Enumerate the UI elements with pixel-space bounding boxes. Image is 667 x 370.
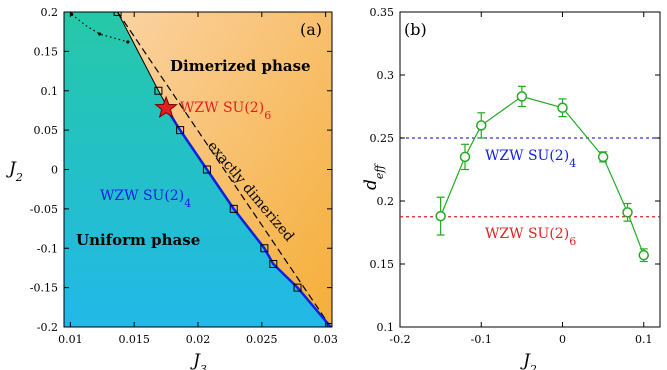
dimerized-phase-label: Dimerized phase [170, 57, 311, 75]
y-tick-label: 0.2 [41, 6, 59, 19]
y-tick-label: -0.15 [30, 282, 58, 295]
y-tick-label: 0.1 [41, 85, 59, 98]
y-tick-label: 0.3 [377, 69, 395, 82]
x-tick-label: 0.025 [246, 333, 278, 346]
d-eff-data-point [476, 120, 487, 131]
transition-point-marker [269, 260, 278, 268]
y-tick-label: -0.1 [37, 242, 58, 255]
exactly-dimerized-line [117, 12, 332, 327]
panel-a-ylabel: J2 [6, 159, 23, 184]
wzw-su2-4-critical-line [165, 107, 332, 327]
transition-point-marker [326, 323, 332, 327]
d-eff-data-point [459, 151, 471, 163]
su2-6-star-marker [154, 95, 178, 119]
y-tick-label: 0.25 [370, 132, 395, 145]
y-tick-label: 0.15 [370, 258, 395, 271]
d-eff-data-point [435, 210, 446, 222]
wzw-su2-4-ref-label: WZW SU(2)4 [485, 148, 576, 170]
wzw-su2-4-label: WZW SU(2)4 [100, 188, 191, 210]
transition-point-marker [293, 283, 302, 292]
y-tick-label: -0.05 [30, 203, 58, 216]
panel-b-frame [399, 11, 661, 328]
panel-a: 0.01 0.015 0.02 0.025 0.03 0.2 0.15 0.1 0.05 0 -0.… [6, 6, 338, 370]
transition-point-marker [154, 86, 163, 95]
panel-a-xlabel: J3 [190, 351, 207, 370]
x-tick-label: 0.02 [186, 333, 211, 346]
d-eff-data-point [557, 102, 568, 114]
transition-point-marker [229, 204, 238, 213]
x-tick-label: 0 [559, 333, 566, 346]
x-tick-label: 0.01 [58, 333, 83, 346]
x-tick-label: 0.015 [118, 333, 150, 346]
transition-point-marker [113, 12, 122, 16]
d-eff-data-point [597, 151, 609, 163]
y-tick-label: -0.2 [37, 321, 58, 334]
dotted-line-point [98, 32, 102, 36]
y-tick-label: 0.2 [377, 195, 395, 208]
y-tick-label: 0.35 [370, 6, 395, 19]
x-tick-label: -0.1 [471, 333, 492, 346]
transition-point-marker [176, 126, 185, 135]
y-tick-label: 0 [51, 164, 58, 177]
d-eff-data-point [638, 249, 649, 261]
panel-a-label: (a) [300, 20, 322, 39]
uniform-phase-label: Uniform phase [76, 231, 200, 249]
d-eff-data-point [622, 207, 633, 218]
y-tick-label: 0.05 [34, 124, 59, 137]
panel-b-ylabel: deff [361, 163, 386, 190]
panel-b-xlabel: J2 [520, 351, 537, 370]
transition-point-marker [260, 244, 269, 253]
d-eff-series-line [440, 95, 645, 256]
panel-b-label: (b) [404, 20, 427, 39]
wzw-su2-6-ref-label: WZW SU(2)6 [485, 226, 576, 248]
panel-b: -0.2 -0.1 0 0.1 0.35 0.3 0.25 0.2 0.15 0.1 (b) WZ… [361, 6, 661, 370]
x-tick-label: -0.2 [389, 333, 410, 346]
transition-point-marker [202, 165, 211, 174]
x-tick-label: 0.1 [635, 333, 653, 346]
dotted-line-point [126, 40, 130, 44]
wzw-su2-6-label: WZW SU(2)6 [180, 100, 271, 122]
d-eff-data-point [516, 91, 528, 102]
y-tick-label: 0.15 [34, 45, 59, 58]
x-tick-label: 0.03 [313, 333, 338, 346]
y-tick-label: 0.1 [377, 321, 395, 334]
